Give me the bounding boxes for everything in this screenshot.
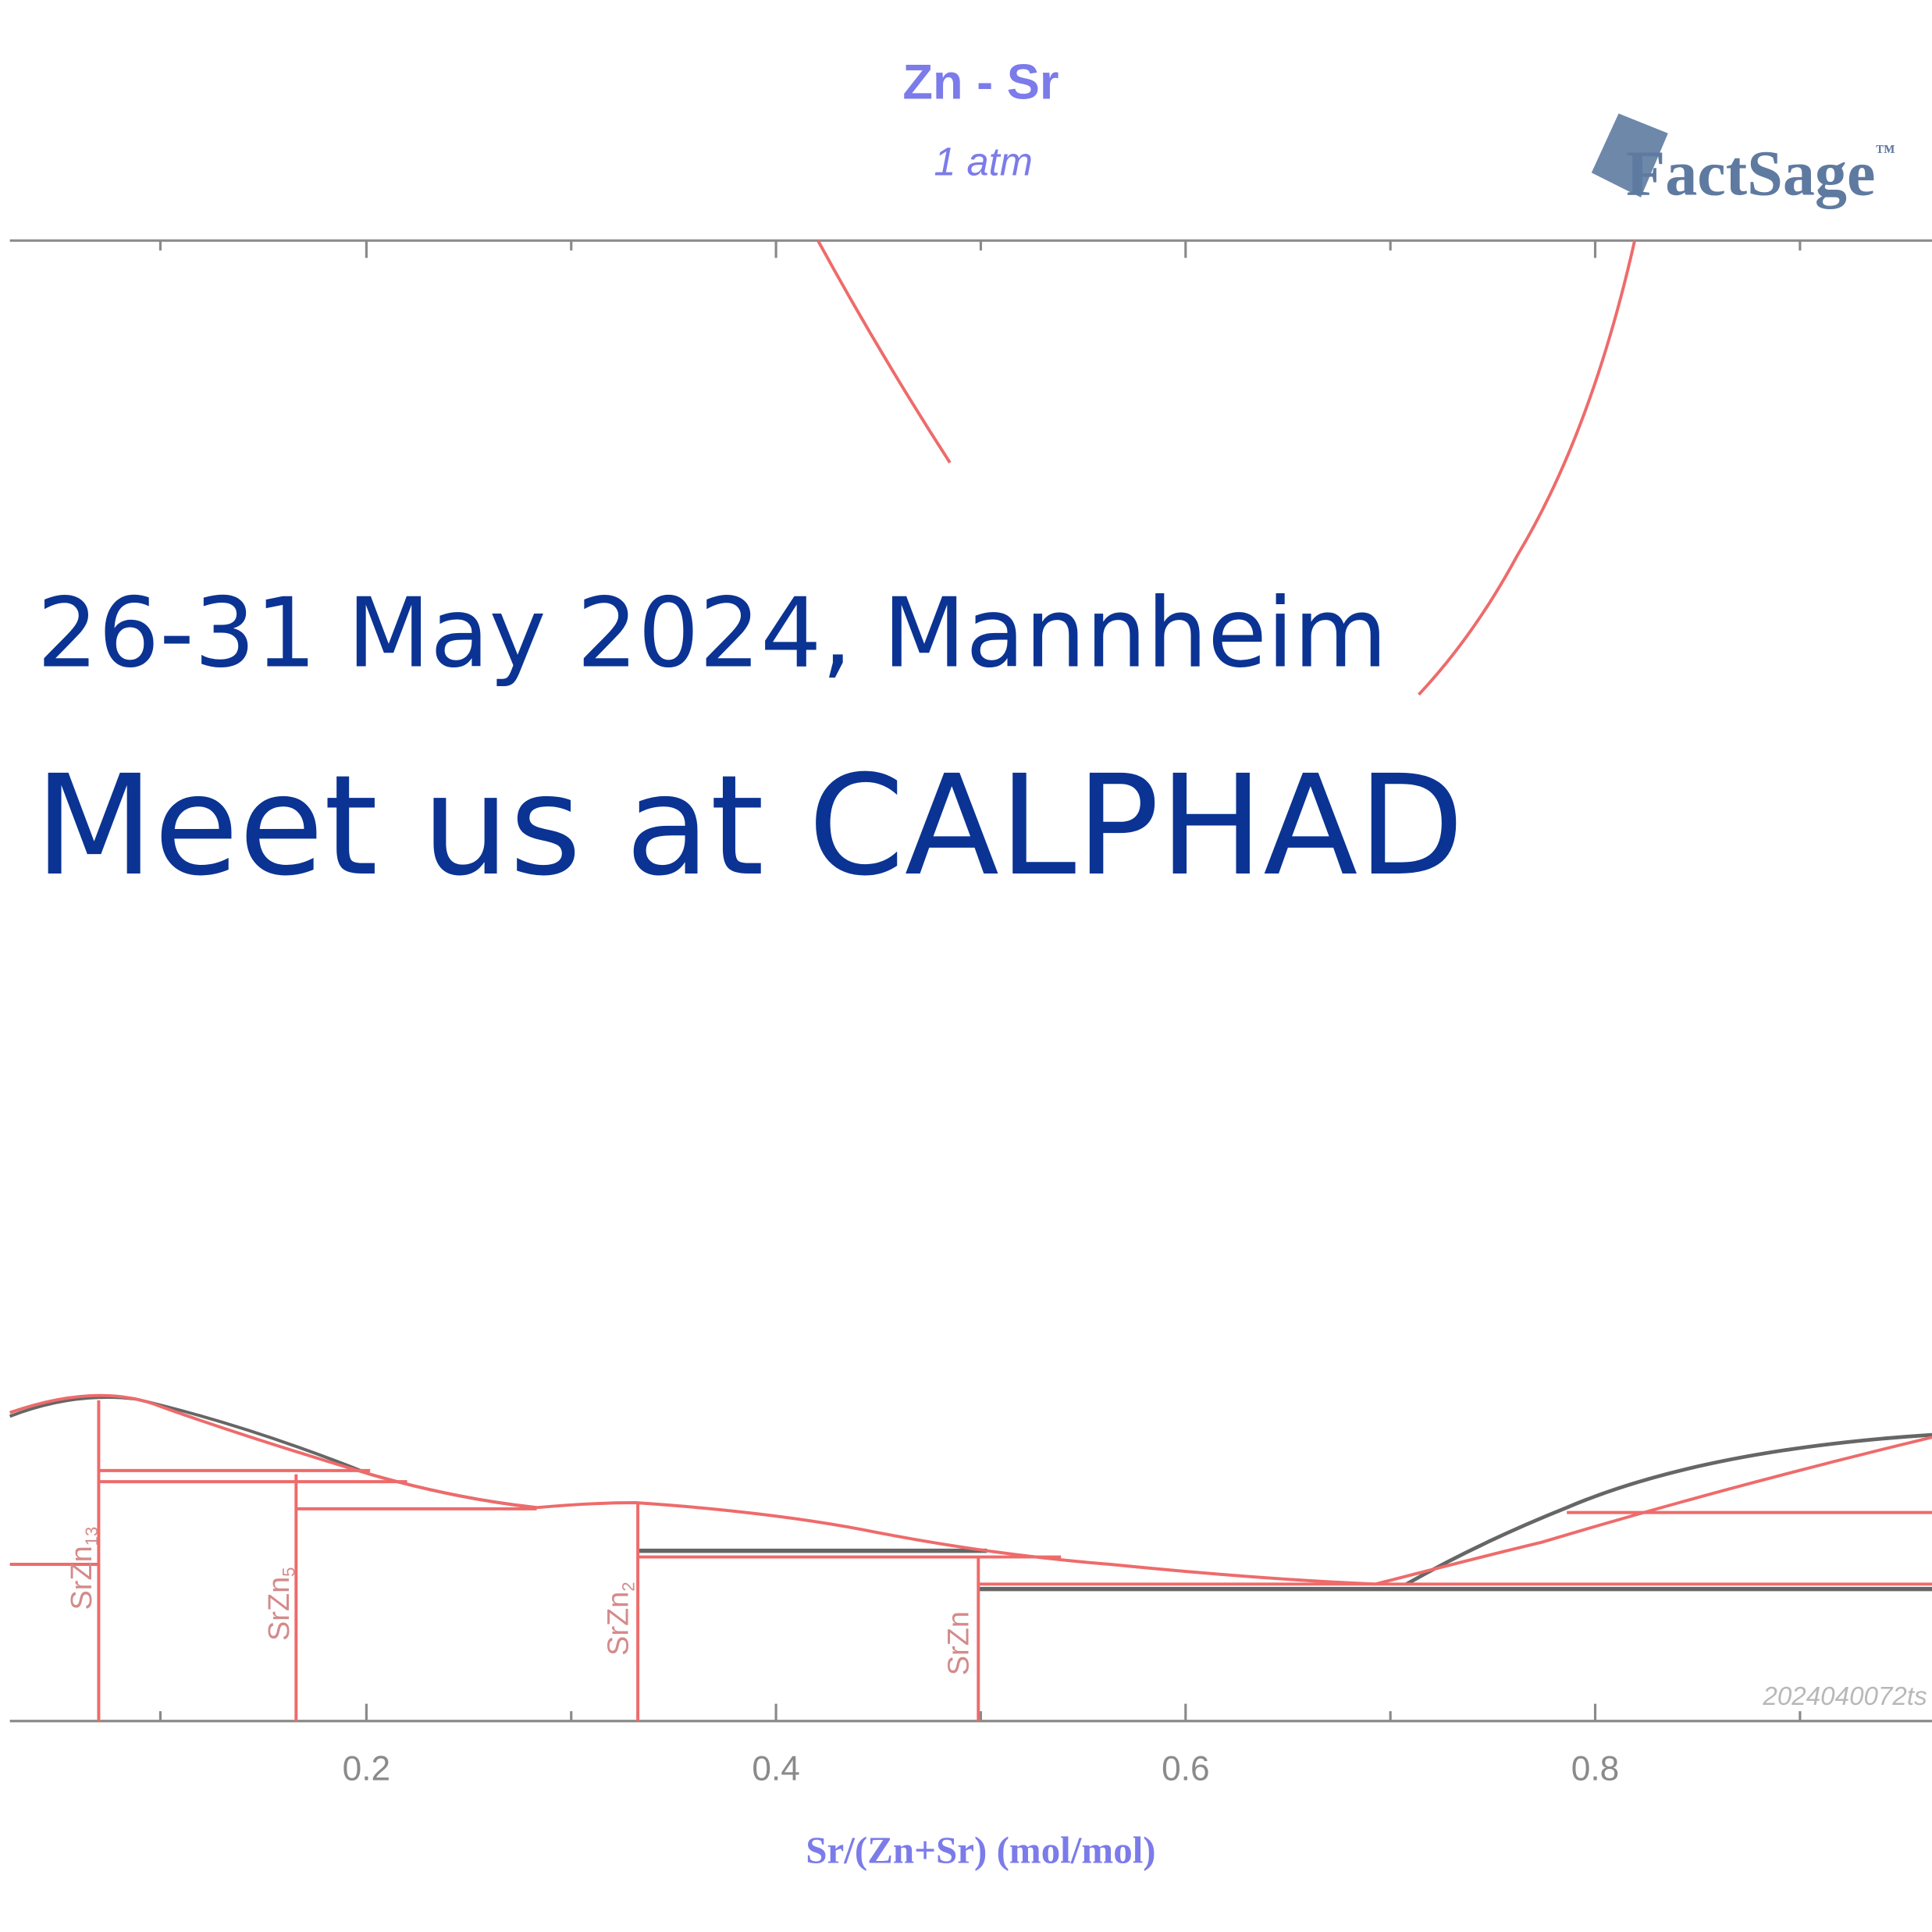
diagram-subtitle: 1 atm: [934, 139, 1032, 183]
axes: [9, 239, 1932, 1723]
x-tick-label: 0.2: [343, 1750, 391, 1788]
event-dates: 26-31 May 2024, Mannheim: [37, 578, 1387, 689]
formula: SrZn: [263, 1577, 296, 1641]
tick-labels: 0.2 0.4 0.6 0.8: [343, 1750, 1620, 1788]
phase-lines: [9, 1393, 1932, 1721]
curve: [817, 240, 952, 464]
formula: SrZn: [602, 1592, 635, 1656]
red-lines: [9, 1393, 1932, 1721]
x-tick-label: 0.4: [752, 1750, 800, 1788]
curve: [1405, 1432, 1932, 1586]
logo-mark: [1591, 113, 1668, 197]
curve: [9, 1393, 1932, 1586]
top-ticks: [158, 240, 1802, 258]
formula: SrZn: [66, 1546, 98, 1610]
phase-label: SrZn2: [602, 1582, 638, 1655]
curve: [1418, 240, 1637, 696]
subscript: 13: [82, 1527, 101, 1546]
x-axis-label: Sr/(Zn+Sr) (mol/mol): [806, 1828, 1155, 1871]
logo-tm: ™: [1876, 141, 1895, 162]
logo-text: FactSage™: [1626, 138, 1895, 209]
bottom-ticks: [158, 1703, 1802, 1721]
subscript: 2: [618, 1582, 638, 1591]
phase-label: SrZn: [943, 1611, 976, 1675]
liquidus-upper: [817, 240, 1637, 696]
phase-labels: SrZn13 SrZn5 SrZn2 SrZn: [66, 1527, 976, 1676]
event-headline: Meet us at CALPHAD: [34, 745, 1464, 906]
logo: FactSage™: [1591, 113, 1895, 209]
phase-label: SrZn13: [66, 1527, 101, 1610]
x-tick-label: 0.8: [1571, 1750, 1620, 1788]
phase-label: SrZn5: [263, 1567, 299, 1641]
subscript: 5: [279, 1567, 299, 1577]
logo-word: FactSage: [1626, 138, 1875, 209]
diagram-title: Zn - Sr: [902, 55, 1059, 109]
x-tick-label: 0.6: [1162, 1750, 1210, 1788]
verticals: [97, 1400, 980, 1721]
stamp: 2024040072ts: [1762, 1682, 1927, 1711]
horizontals: [9, 1468, 1932, 1586]
